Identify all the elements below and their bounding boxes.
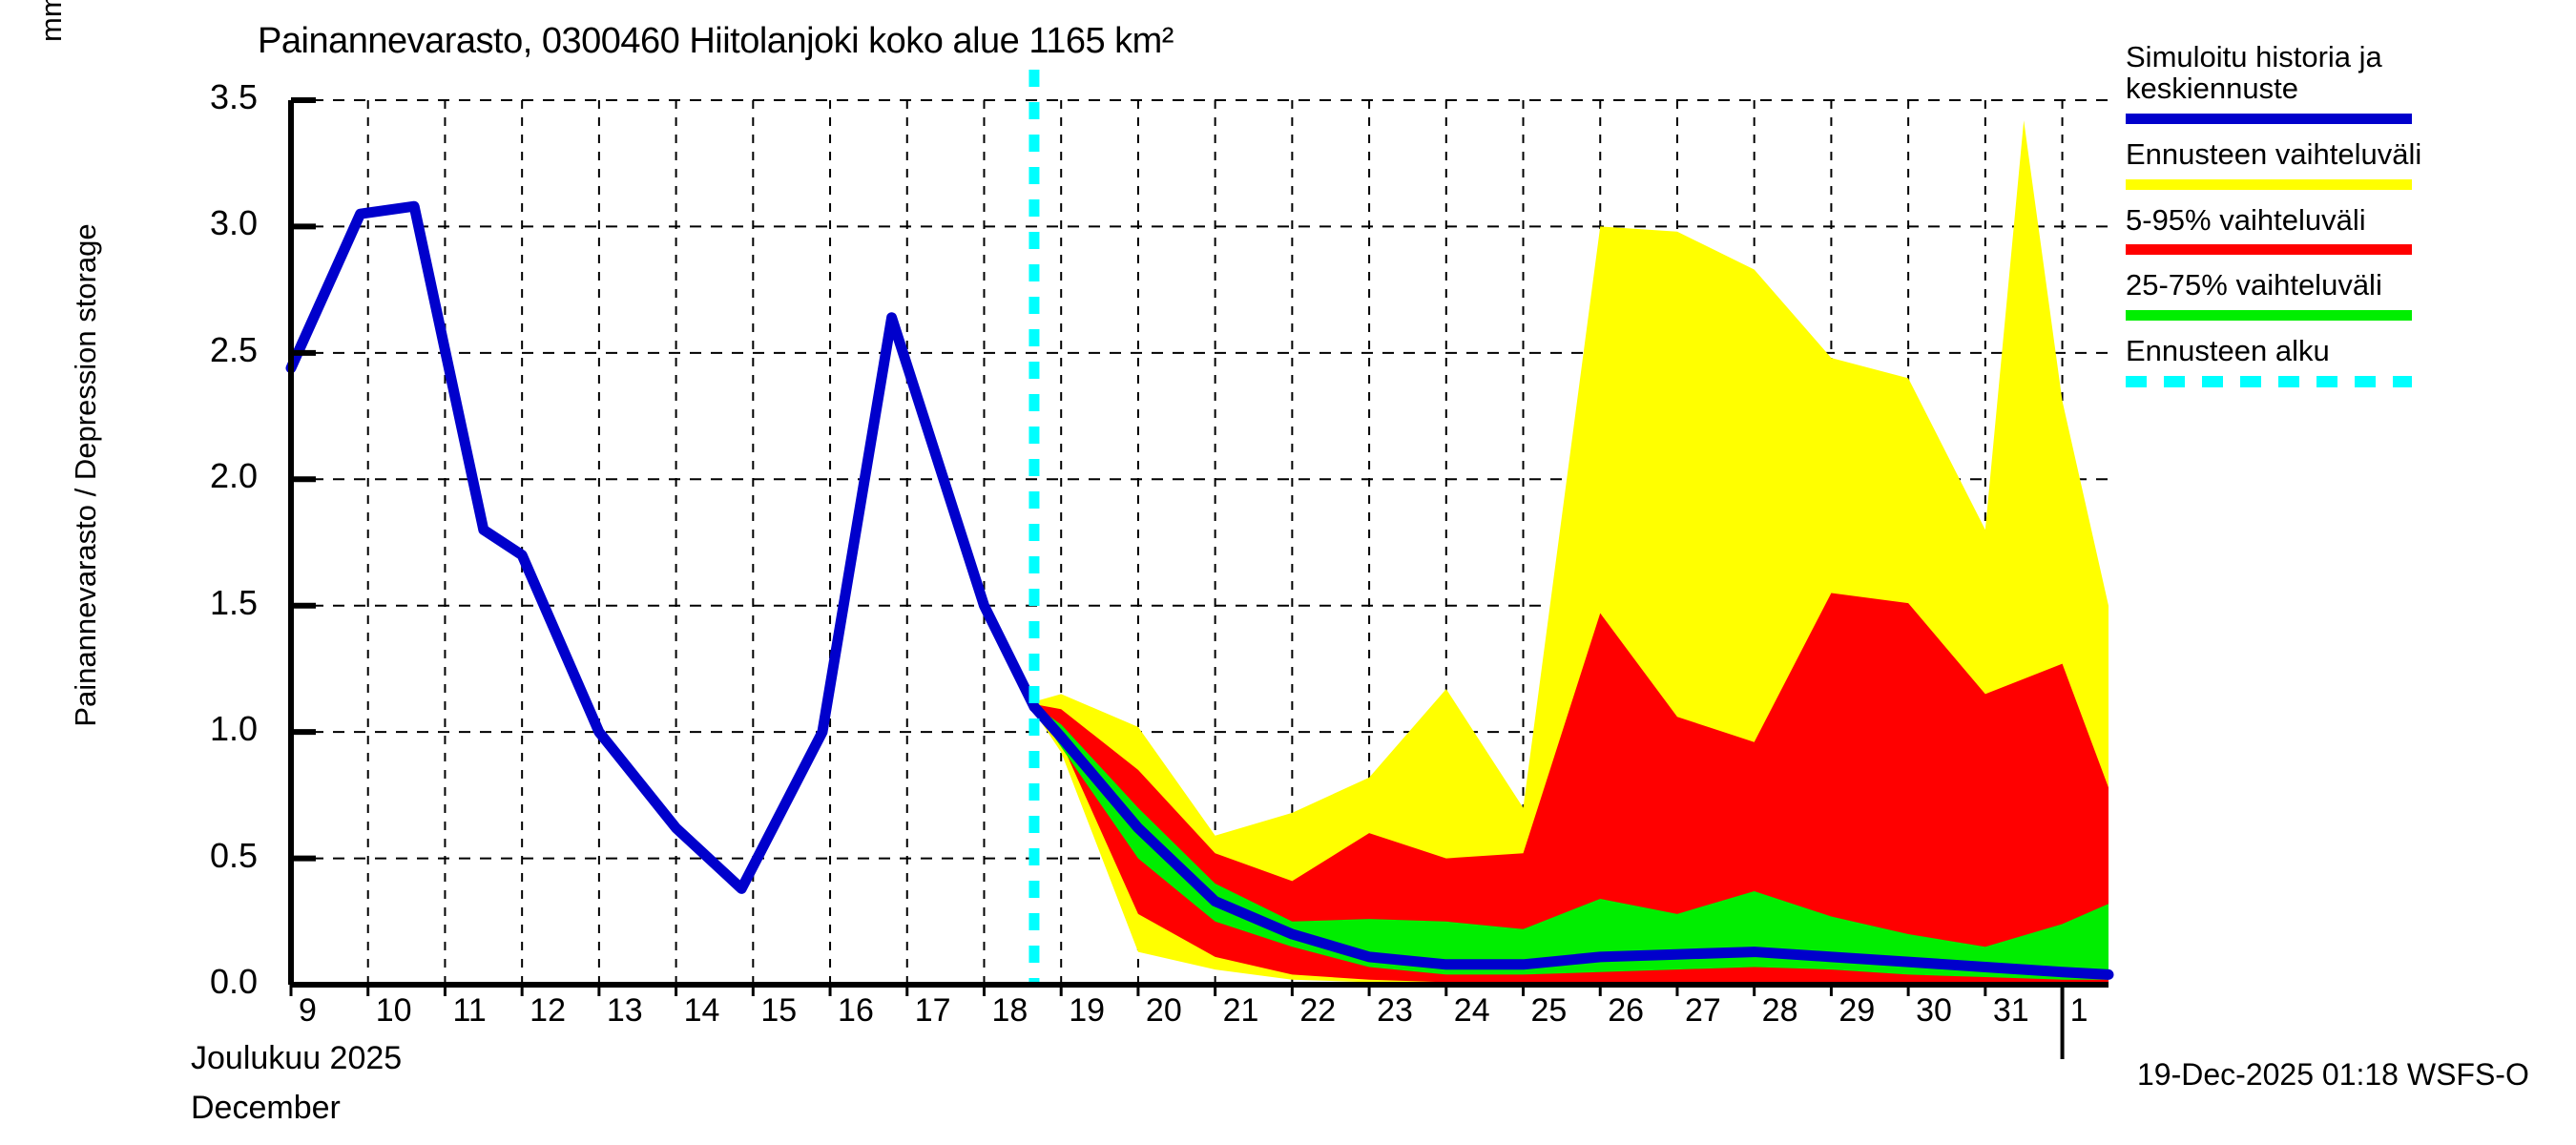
x-tick-label: 22 xyxy=(1299,992,1337,1029)
legend-label: 5-95% vaihteluväli xyxy=(2126,202,2366,237)
y-axis-title: Painannevarasto / Depression storage xyxy=(69,223,102,727)
x-tick-label: 28 xyxy=(1761,992,1798,1029)
range-25-75-band xyxy=(1033,705,2109,980)
range-5-95-band xyxy=(1033,593,2109,983)
x-tick-label: 14 xyxy=(683,992,720,1029)
x-tick-label: 1 xyxy=(2069,992,2088,1029)
page-title: Painannevarasto, 0300460 Hiitolanjoki ko… xyxy=(258,21,1174,61)
y-tick-label: 1.5 xyxy=(209,582,258,622)
x-tick-label: 24 xyxy=(1453,992,1490,1029)
x-tick-label: 16 xyxy=(838,992,874,1029)
y-tick-label: 3.0 xyxy=(209,203,258,243)
legend-swatch-forecast-start xyxy=(2126,376,2412,388)
legend-item-range-5-95: 5-95% vaihteluväli xyxy=(2126,202,2574,256)
y-tick-label: 0.5 xyxy=(209,835,258,875)
x-tick-label: 19 xyxy=(1069,992,1106,1029)
x-tick-label: 29 xyxy=(1839,992,1876,1029)
y-tick-label: 2.5 xyxy=(209,329,258,369)
y-tick-label: 1.0 xyxy=(209,709,258,749)
x-tick-label: 25 xyxy=(1530,992,1568,1029)
forecast-mean-line xyxy=(1028,701,2114,980)
legend-item-forecast-range: Ennusteen vaihteluväli xyxy=(2126,136,2574,190)
legend-label: Ennusteen alku xyxy=(2126,334,2330,368)
x-tick-label: 9 xyxy=(299,992,317,1029)
legend-item-forecast-start: Ennusteen alku xyxy=(2126,334,2574,388)
legend-swatch-range-5-95 xyxy=(2126,244,2412,256)
x-tick-label: 13 xyxy=(606,992,643,1029)
x-tick-label: 18 xyxy=(991,992,1028,1029)
timestamp-footer: 19-Dec-2025 01:18 WSFS-O xyxy=(2137,1057,2529,1092)
x-tick-label: 27 xyxy=(1684,992,1721,1029)
history-line xyxy=(285,200,1040,894)
y-axis-unit: mm xyxy=(34,0,68,42)
y-tick-label: 2.0 xyxy=(209,456,258,496)
legend-swatch-forecast-range xyxy=(2126,178,2412,190)
x-tick-label: 30 xyxy=(1916,992,1952,1029)
x-tick-label: 12 xyxy=(530,992,566,1029)
y-tick-label: 0.0 xyxy=(209,962,258,1001)
legend-item-simulated-history-mean-forecast: Simuloitu historia ja keskiennuste xyxy=(2126,40,2574,124)
x-tick-label: 26 xyxy=(1608,992,1645,1029)
legend-item-range-25-75: 25-75% vaihteluväli xyxy=(2126,268,2574,322)
x-tick-label: 31 xyxy=(1992,992,2029,1029)
x-tick-label: 15 xyxy=(760,992,798,1029)
legend-label: Ennusteen vaihteluväli xyxy=(2126,136,2422,171)
x-tick-label: 20 xyxy=(1145,992,1182,1029)
chart-legend: Simuloitu historia ja keskiennuste Ennust… xyxy=(2126,40,2574,403)
x-tick-label: 17 xyxy=(914,992,951,1029)
x-axis-month-fi: Joulukuu 2025 xyxy=(191,1040,403,1076)
x-tick-label: 23 xyxy=(1377,992,1413,1029)
x-tick-label: 11 xyxy=(452,992,487,1029)
x-tick-label: 10 xyxy=(375,992,412,1029)
x-axis-month-en: December xyxy=(191,1090,341,1126)
legend-swatch-simulated-history-mean-forecast xyxy=(2126,113,2412,124)
legend-swatch-range-25-75 xyxy=(2126,310,2412,322)
x-tick-label: 21 xyxy=(1222,992,1259,1029)
legend-label: Simuloitu historia ja keskiennuste xyxy=(2126,40,2382,105)
y-tick-label: 3.5 xyxy=(209,77,258,116)
legend-label: 25-75% vaihteluväli xyxy=(2126,268,2382,302)
